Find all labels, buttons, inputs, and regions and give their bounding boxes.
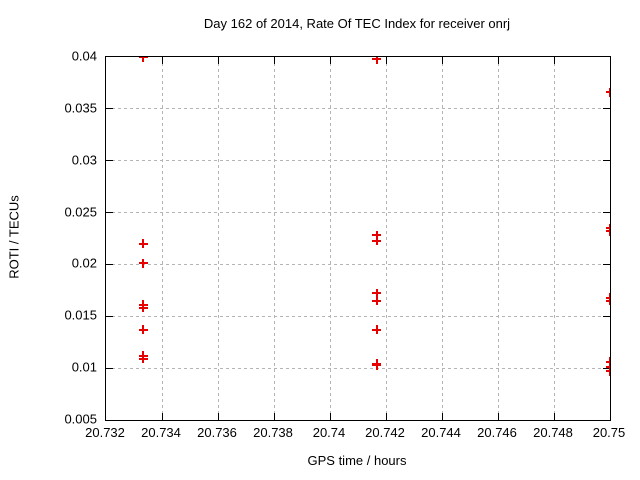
y-tick-label: 0.015 (64, 307, 97, 323)
plot-area (105, 56, 611, 421)
x-tick-label: 20.732 (85, 425, 125, 440)
h-gridline (106, 367, 610, 369)
x-tick-label: 20.75 (592, 425, 626, 440)
data-point-marker (372, 288, 382, 298)
y-tick-label: 0.01 (71, 359, 97, 375)
x-tick-mark (273, 413, 275, 420)
data-point-marker (138, 325, 148, 335)
x-tick-label: 20.74 (312, 425, 346, 440)
chart-title: Day 162 of 2014, Rate Of TEC Index for r… (203, 16, 511, 31)
data-point-marker (372, 236, 382, 246)
v-gridline (217, 57, 219, 420)
y-tick-mark (603, 367, 610, 369)
data-point-marker (138, 258, 148, 268)
y-tick-label: 0.025 (64, 204, 97, 220)
y-tick-mark (106, 212, 113, 214)
y-tick-label: 0.03 (71, 152, 97, 168)
y-tick-mark (106, 160, 113, 162)
v-gridline (161, 57, 163, 420)
x-tick-mark (273, 57, 275, 64)
x-tick-mark (385, 57, 387, 64)
data-point-marker (605, 357, 610, 367)
x-axis-label: GPS time / hours (307, 453, 407, 468)
y-tick-mark (106, 315, 113, 317)
v-gridline (329, 57, 331, 420)
x-tick-label: 20.744 (421, 425, 461, 440)
h-gridline (106, 108, 610, 110)
y-tick-label: 0.04 (71, 48, 97, 64)
v-gridline (273, 57, 275, 420)
v-gridline (385, 57, 387, 420)
v-gridline (553, 57, 555, 420)
x-tick-mark (553, 413, 555, 420)
y-tick-label: 0.02 (71, 255, 97, 271)
y-axis-label: ROTI / TECUs (6, 195, 22, 279)
data-point-marker (372, 360, 382, 370)
h-gridline (106, 160, 610, 162)
y-tick-mark (603, 315, 610, 317)
h-gridline (106, 263, 610, 265)
x-tick-label: 20.748 (533, 425, 573, 440)
y-tick-mark (603, 263, 610, 265)
data-point-marker (372, 57, 382, 64)
x-tick-mark (161, 57, 163, 64)
v-gridline (441, 57, 443, 420)
x-tick-mark (497, 57, 499, 64)
x-tick-label: 20.734 (141, 425, 181, 440)
x-tick-mark (217, 413, 219, 420)
x-tick-mark (329, 413, 331, 420)
y-tick-label: 0.035 (64, 100, 97, 116)
y-tick-mark (603, 212, 610, 214)
x-tick-mark (497, 413, 499, 420)
y-tick-mark (106, 367, 113, 369)
x-tick-mark (553, 57, 555, 64)
x-tick-mark (329, 57, 331, 64)
y-tick-mark (106, 108, 113, 110)
x-tick-label: 20.742 (365, 425, 405, 440)
data-point-marker (372, 296, 382, 306)
x-tick-mark (161, 413, 163, 420)
x-tick-label: 20.736 (197, 425, 237, 440)
y-tick-mark (603, 160, 610, 162)
y-tick-label: 0.005 (64, 411, 97, 427)
x-tick-label: 20.738 (253, 425, 293, 440)
x-tick-mark (441, 57, 443, 64)
h-gridline (106, 315, 610, 317)
data-point-marker (605, 226, 610, 236)
y-tick-mark (106, 263, 113, 265)
x-tick-label: 20.746 (477, 425, 517, 440)
data-point-marker (372, 230, 382, 240)
data-point-marker (138, 354, 148, 364)
x-tick-mark (441, 413, 443, 420)
x-tick-mark (385, 413, 387, 420)
data-point-marker (138, 57, 148, 62)
x-tick-mark (217, 57, 219, 64)
h-gridline (106, 212, 610, 214)
data-point-marker (138, 239, 148, 249)
data-point-marker (605, 366, 610, 376)
data-point-marker (372, 325, 382, 335)
data-point-marker (605, 296, 610, 306)
data-point-marker (138, 303, 148, 313)
data-point-marker (605, 87, 610, 97)
v-gridline (497, 57, 499, 420)
y-tick-mark (603, 108, 610, 110)
